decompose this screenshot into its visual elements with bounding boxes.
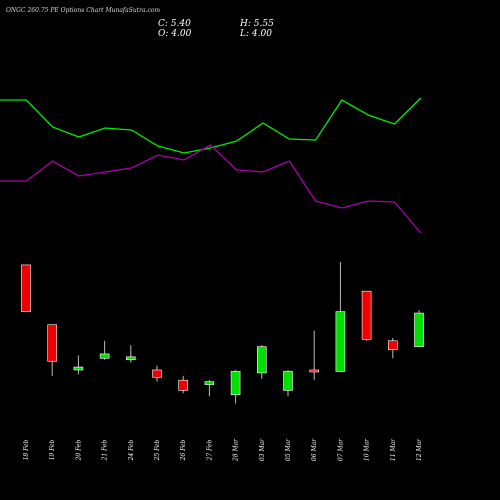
candle-10 xyxy=(256,345,267,379)
open-label: O: xyxy=(158,29,169,39)
indicator-line-1 xyxy=(0,97,422,154)
low-label: L: xyxy=(240,29,250,39)
candle-body xyxy=(256,346,267,374)
x-tick-label: 28 Mar xyxy=(233,438,240,462)
x-tick-label: 05 Mar xyxy=(285,438,292,461)
candle-14 xyxy=(361,290,372,341)
x-tick-label: 11 Mar xyxy=(390,438,397,461)
low-readout: L: 4.00 xyxy=(240,29,272,39)
candle-body xyxy=(414,312,424,347)
candle-body xyxy=(178,379,188,391)
chart-title: ONGC 260.75 PE Options Chart MunafaSutra… xyxy=(6,7,161,14)
candle-9 xyxy=(230,369,241,404)
candle-body xyxy=(283,371,293,391)
indicator-line-2 xyxy=(0,144,422,234)
high-label: H: xyxy=(240,19,251,29)
candle-body xyxy=(99,353,110,359)
candle-6 xyxy=(152,365,162,382)
candle-16 xyxy=(414,310,424,347)
x-tick-label: 24 Feb xyxy=(128,439,135,461)
x-tick-label: 19 Feb xyxy=(49,439,56,460)
candle-body xyxy=(73,366,84,371)
close-readout: C: 5.40 xyxy=(158,19,191,29)
candle-body xyxy=(387,340,398,350)
candle-body xyxy=(309,369,320,373)
x-tick-label: 20 Feb xyxy=(75,439,82,461)
open-value: 4.00 xyxy=(171,29,192,39)
close-value: 5.40 xyxy=(170,19,191,29)
candle-11 xyxy=(283,369,293,397)
high-value: 5.55 xyxy=(253,19,274,29)
close-label: C: xyxy=(158,19,168,29)
high-readout: H: 5.55 xyxy=(240,19,274,29)
candle-body xyxy=(47,324,58,362)
candle-body xyxy=(152,369,162,378)
x-tick-label: 12 Mar xyxy=(416,438,423,461)
x-tick-label: 21 Feb xyxy=(102,439,109,461)
x-tick-label: 03 Mar xyxy=(259,438,266,461)
x-tick-label: 25 Feb xyxy=(154,439,161,461)
candle-12 xyxy=(309,330,320,381)
candle-body xyxy=(335,311,346,372)
candle-5 xyxy=(126,345,136,363)
open-readout: O: 4.00 xyxy=(158,29,191,39)
x-axis: 18 Feb 19 Feb 20 Feb 21 Feb 24 Feb 25 Feb 26 F… xyxy=(23,438,423,462)
candle-1 xyxy=(21,264,31,312)
low-value: 4.00 xyxy=(251,29,272,39)
x-tick-label: 27 Feb xyxy=(206,439,213,461)
x-tick-label: 06 Mar xyxy=(311,438,318,461)
x-tick-label: 10 Mar xyxy=(364,438,371,461)
x-tick-label: 26 Feb xyxy=(180,439,187,461)
candle-body xyxy=(126,356,136,361)
candle-4 xyxy=(99,340,110,360)
candle-13 xyxy=(335,262,346,372)
candle-2 xyxy=(47,324,58,376)
candle-body xyxy=(21,264,31,312)
candles xyxy=(21,262,424,404)
indicator-lines xyxy=(0,97,422,234)
x-tick-label: 07 Mar xyxy=(337,438,344,461)
candle-15 xyxy=(387,337,398,359)
candle-7 xyxy=(178,375,188,394)
candle-body xyxy=(230,371,241,396)
candle-body xyxy=(361,290,372,340)
candle-body xyxy=(204,381,215,385)
x-tick-label: 18 Feb xyxy=(23,439,30,460)
candle-8 xyxy=(204,380,215,397)
candle-3 xyxy=(73,355,84,375)
